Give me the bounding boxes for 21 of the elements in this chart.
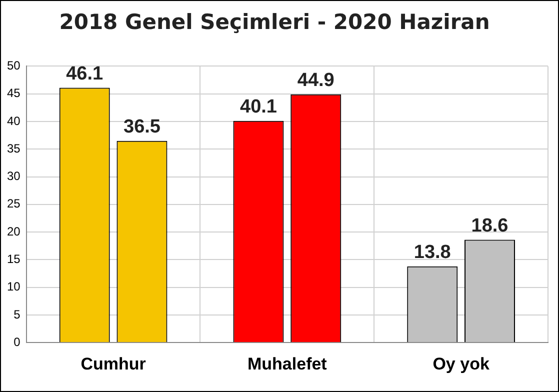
data-label: 40.1 (240, 96, 278, 118)
y-tick-label: 30 (6, 169, 21, 184)
data-label: 44.9 (297, 70, 334, 92)
y-tick-label: 35 (6, 141, 21, 156)
y-tick-label: 10 (6, 280, 21, 294)
data-label: 13.8 (414, 242, 451, 264)
y-tick-label: 40 (6, 114, 21, 128)
y-tick-label: 25 (6, 196, 21, 211)
x-tick-label: Muhalefet (248, 354, 328, 374)
data-label: 46.1 (66, 63, 104, 84)
y-tick-label: 50 (6, 58, 21, 73)
x-tick-label: Oy yok (432, 354, 490, 374)
y-tick-label: 45 (6, 86, 21, 100)
y-tick-label: 15 (6, 252, 21, 266)
chart-title: 2018 Genel Seçimleri - 2020 Haziran (59, 10, 490, 34)
y-tick-label: 0 (14, 334, 21, 349)
data-label: 18.6 (471, 216, 508, 237)
data-label: 36.5 (123, 116, 161, 138)
x-tick-label: Cumhur (80, 354, 146, 374)
y-tick-label: 20 (6, 224, 21, 238)
y-tick-label: 5 (14, 307, 21, 322)
